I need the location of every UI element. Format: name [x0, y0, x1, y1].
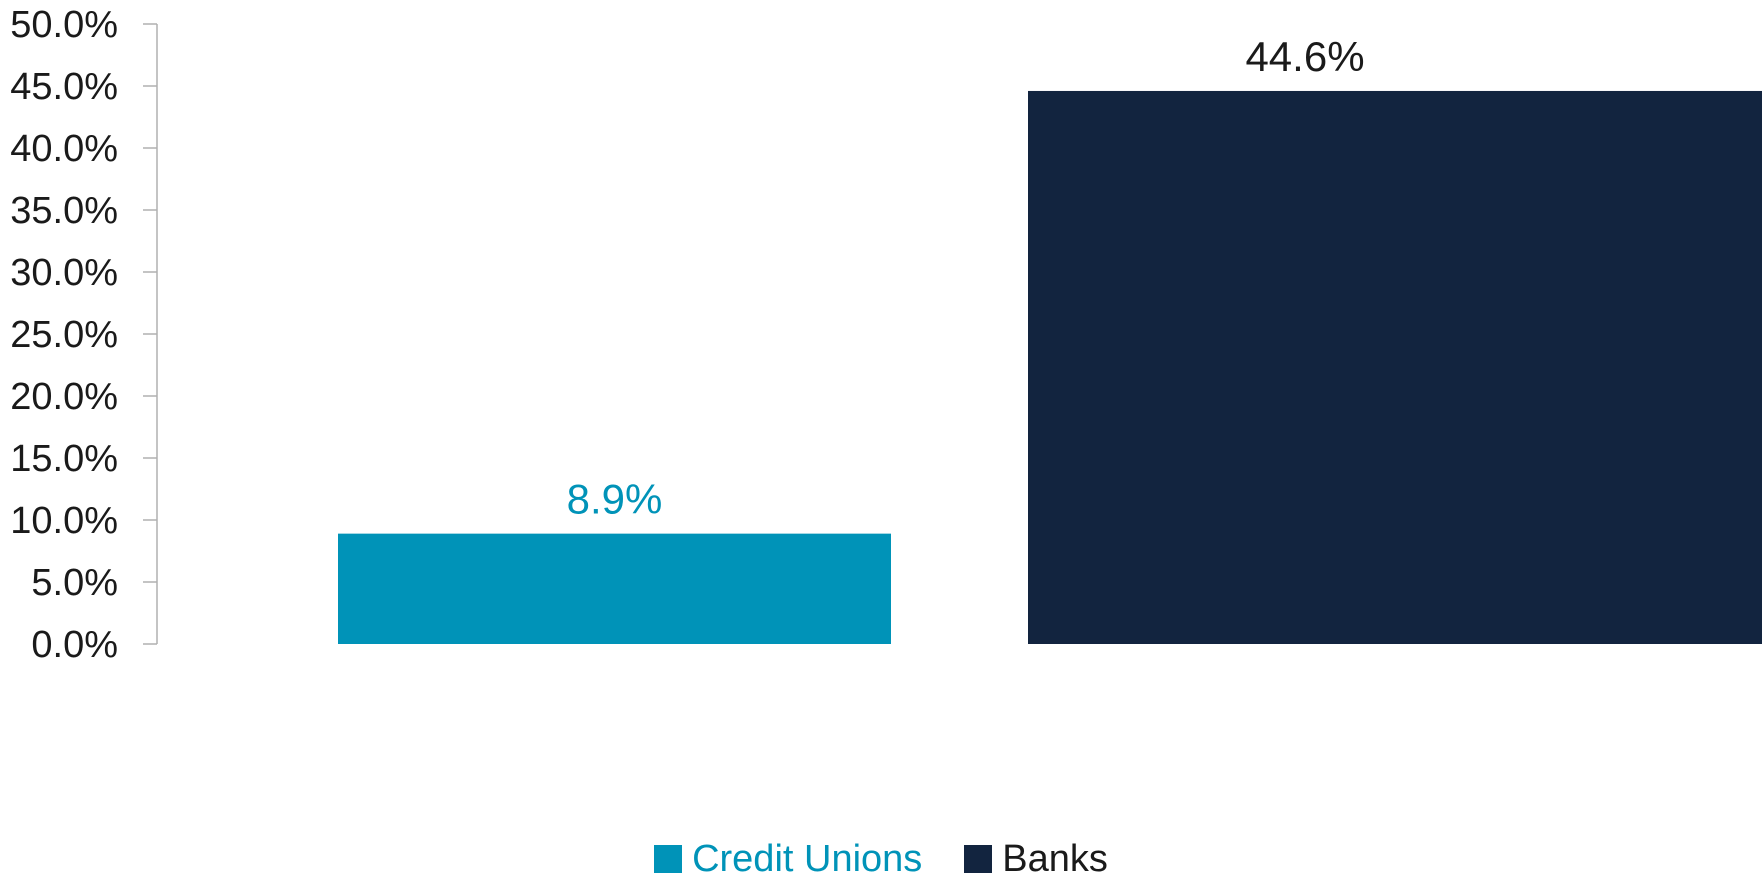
bar-credit-unions — [338, 533, 891, 644]
y-tick-label: 30.0% — [10, 252, 118, 294]
y-tick-label: 25.0% — [10, 314, 118, 356]
legend-label-credit-unions: Credit Unions — [692, 838, 923, 880]
data-label-banks: 44.6% — [1245, 33, 1364, 80]
y-tick-label: 15.0% — [10, 438, 118, 480]
legend-swatch-credit-unions — [654, 845, 683, 873]
bars — [338, 90, 1762, 644]
y-tick-label: 0.0% — [31, 624, 118, 666]
y-tick-label: 5.0% — [31, 562, 118, 604]
data-label-credit-unions: 8.9% — [567, 476, 663, 523]
legend-label-banks: Banks — [1002, 838, 1108, 880]
y-tick-label: 40.0% — [10, 128, 118, 170]
y-tick-label: 35.0% — [10, 190, 118, 232]
legend-item-banks: Banks — [964, 840, 1108, 878]
y-tick-label: 20.0% — [10, 376, 118, 418]
y-axis: 0.0% 5.0% 10.0% 15.0% 20.0% 25.0% 30.0% 35.0% 40… — [10, 4, 158, 666]
bar-banks — [1028, 90, 1762, 644]
legend: Credit Unions Banks — [0, 840, 1762, 878]
y-tick-label: 10.0% — [10, 500, 118, 542]
data-labels: 8.9% 44.6% — [567, 33, 1365, 523]
y-tick-label: 45.0% — [10, 66, 118, 108]
y-tick-label: 50.0% — [10, 4, 118, 46]
legend-swatch-banks — [964, 845, 993, 873]
legend-item-credit-unions: Credit Unions — [654, 840, 922, 878]
